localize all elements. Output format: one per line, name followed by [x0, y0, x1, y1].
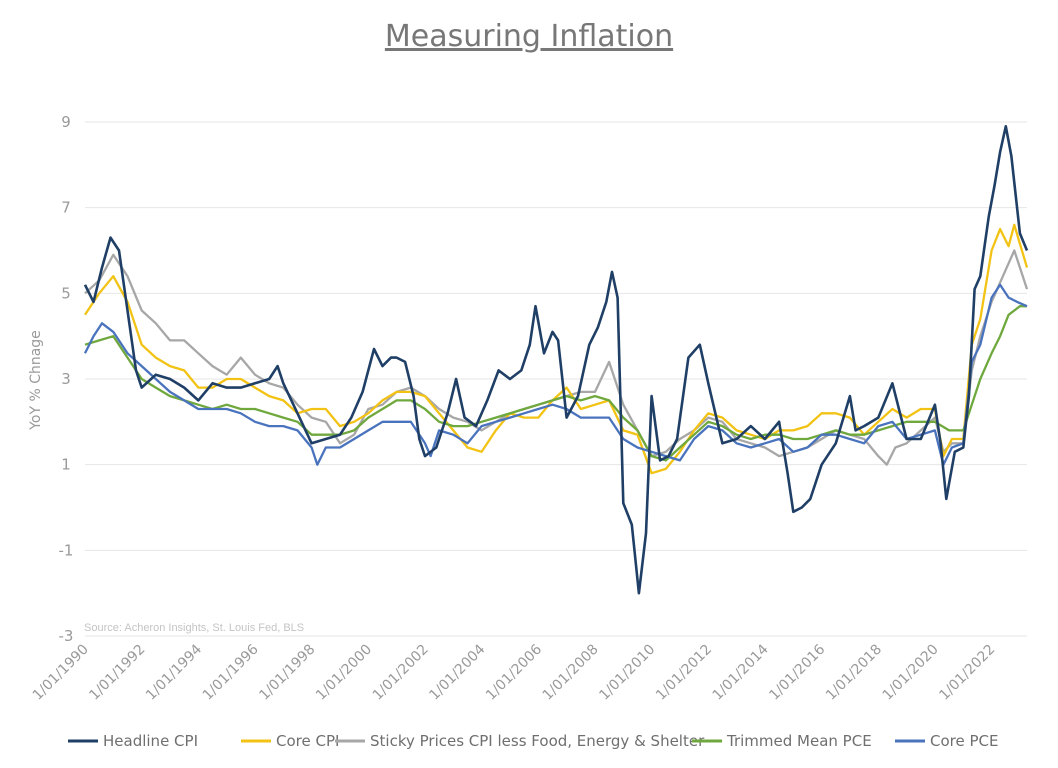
x-tick-label: 1/01/1990 [30, 642, 92, 704]
series-line-core-pce [83, 283, 1028, 466]
y-tick-label: 9 [61, 113, 71, 131]
y-tick-label: -1 [59, 541, 74, 559]
series-line-sticky-prices-cpi-less-food-energy-shelter [84, 249, 1029, 466]
x-tick-label: 1/01/2020 [880, 642, 942, 704]
series-lines [83, 125, 1029, 595]
x-tick-label: 1/01/2022 [936, 642, 998, 704]
legend-label: Core CPI [276, 732, 339, 750]
legend-label: Headline CPI [103, 732, 198, 750]
x-tick-label: 1/01/2004 [426, 641, 488, 703]
series-line-core-cpi [84, 223, 1029, 475]
source-note: Source: Acheron Insights, St. Louis Fed,… [84, 622, 304, 634]
series-line-trimmed-mean-pce [84, 305, 1027, 462]
legend-label: Trimmed Mean PCE [726, 732, 872, 750]
x-axis-ticks: 1/01/19901/01/19921/01/19941/01/19961/01… [30, 641, 999, 703]
legend-label: Core PCE [930, 732, 998, 750]
x-tick-label: 1/01/2016 [766, 641, 828, 703]
x-tick-label: 1/01/2000 [313, 642, 375, 704]
x-tick-label: 1/01/2002 [370, 642, 432, 704]
legend-label: Sticky Prices CPI less Food, Energy & Sh… [370, 732, 705, 750]
x-tick-label: 1/01/1996 [200, 641, 262, 703]
y-tick-label: 5 [61, 284, 71, 302]
y-axis-label: YoY % Chnage [28, 330, 44, 431]
x-tick-label: 1/01/2008 [540, 642, 602, 704]
x-tick-label: 1/01/2012 [653, 642, 715, 704]
y-tick-label: 3 [61, 370, 71, 388]
x-tick-label: 1/01/2014 [710, 641, 772, 703]
series-line-headline-cpi [83, 125, 1029, 595]
chart-title: Measuring Inflation [385, 19, 673, 54]
x-tick-label: 1/01/2010 [596, 642, 658, 704]
x-tick-label: 1/01/2018 [823, 642, 885, 704]
legend: Headline CPI Core CPI Sticky Prices CPI le… [68, 732, 998, 750]
y-tick-label: -3 [59, 627, 74, 645]
x-tick-label: 1/01/1992 [86, 642, 148, 704]
y-tick-label: 7 [61, 199, 71, 217]
x-tick-label: 1/01/1994 [143, 641, 205, 703]
y-tick-label: 1 [61, 456, 71, 474]
x-tick-label: 1/01/1998 [256, 642, 318, 704]
y-axis-ticks: -3 -1 1 3 5 7 9 [59, 113, 74, 645]
x-tick-label: 1/01/2006 [483, 641, 545, 703]
